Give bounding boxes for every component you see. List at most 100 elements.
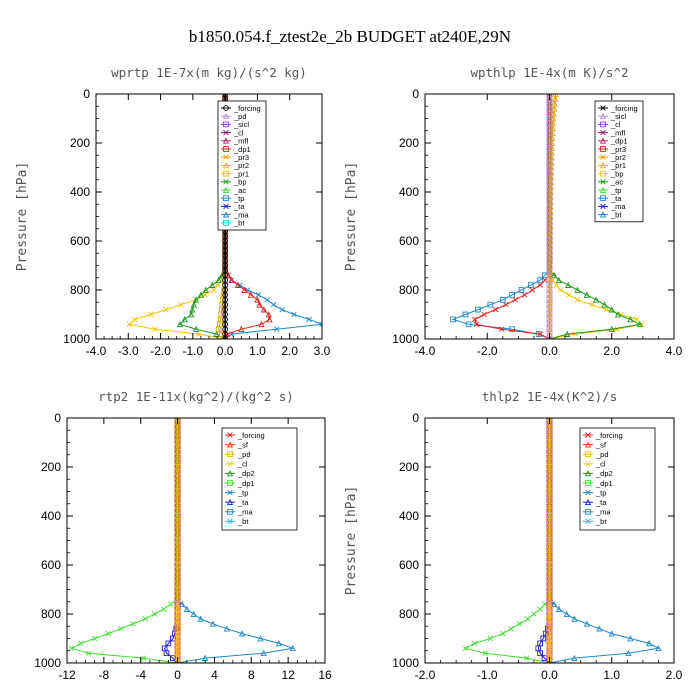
legend-entry: _ma: [237, 508, 253, 517]
legend: _forcing_sf_pd_cl_dp2_dp1_tp_ta_ma_bt: [221, 427, 298, 531]
data-point: [215, 282, 221, 288]
x-tick-label: -4.0: [415, 344, 436, 358]
y-axis-label: Pressure [hPa]: [344, 162, 359, 272]
data-point: [549, 277, 556, 283]
legend-entry: _sf: [595, 440, 607, 449]
data-point: [537, 331, 543, 337]
legend-marker: [226, 469, 234, 477]
panel-title: rtp2 1E-11x(kg^2)/(kg^2 s): [98, 389, 294, 404]
x-tick-label: -12: [58, 668, 76, 682]
legend: _forcing_sf_pd_cl_dp2_dp1_tp_ta_ma_bt: [579, 427, 656, 531]
legend-entry: _ta: [237, 498, 249, 507]
data-point: [85, 650, 92, 656]
legend-marker: [599, 211, 607, 218]
data-point: [572, 331, 578, 337]
data-point: [68, 645, 75, 652]
data-point: [645, 639, 653, 647]
y-tick-label: 200: [399, 136, 419, 150]
legend-entry: _forcing: [237, 431, 265, 440]
plot-frame: [95, 93, 323, 340]
data-point: [540, 635, 547, 642]
legend-entry: _pr1: [233, 169, 249, 178]
y-tick-label: 600: [70, 234, 90, 248]
y-tick-label: 0: [54, 411, 61, 425]
data-point: [551, 600, 558, 608]
legend-entry: _bt: [595, 517, 607, 526]
legend-entry: _pd: [595, 450, 609, 459]
legend-entry: _ma: [610, 202, 626, 211]
data-point: [508, 625, 514, 632]
data-point: [527, 282, 534, 288]
legend-box: [579, 427, 656, 531]
data-point: [537, 282, 543, 288]
data-point: [571, 654, 578, 661]
data-point: [163, 306, 169, 313]
data-point: [270, 301, 277, 308]
data-point: [241, 286, 248, 293]
data-point: [523, 655, 530, 661]
legend-entry: _tp: [595, 488, 606, 497]
legend-marker: [223, 203, 229, 210]
data-point: [583, 291, 590, 298]
data-point: [189, 306, 196, 313]
legend-entry: _dp2: [595, 469, 613, 478]
x-tick-label: -2.0: [150, 344, 171, 358]
x-tick-label: -2.0: [415, 668, 436, 682]
data-point: [546, 94, 553, 97]
y-tick-label: 600: [41, 558, 61, 572]
data-point: [275, 639, 283, 647]
legend-marker: [600, 105, 606, 111]
legend-marker: [222, 161, 230, 169]
data-point: [178, 301, 184, 308]
series-tp: [450, 94, 553, 339]
legend-entry: _cl: [233, 128, 244, 137]
legend: _forcing_pd_sicl_cl_mfl_dp1_pr3_pr2_pr1_…: [217, 100, 267, 231]
data-point: [223, 625, 230, 632]
series-forcing: [546, 94, 553, 339]
legend-marker: [584, 469, 592, 477]
data-point: [462, 311, 469, 318]
data-point: [142, 616, 149, 622]
data-point: [450, 316, 456, 323]
data-point: [306, 316, 312, 323]
data-point: [213, 330, 220, 337]
legend-marker: [223, 219, 229, 226]
data-point: [141, 655, 147, 661]
data-point: [219, 331, 225, 337]
legend-marker: [222, 211, 230, 218]
data-point: [279, 306, 285, 313]
x-tick-label: 8: [248, 668, 255, 682]
x-tick-label: 0.0: [541, 668, 558, 682]
data-point: [266, 315, 273, 323]
data-point: [167, 601, 174, 607]
data-point: [537, 606, 543, 612]
legend-marker: [600, 179, 606, 185]
x-tick-label: 12: [281, 668, 295, 682]
legend-marker: [600, 121, 606, 128]
legend-entry: _mfl: [610, 128, 626, 137]
data-point: [238, 325, 245, 333]
y-tick-label: 200: [41, 460, 61, 474]
data-point: [472, 316, 478, 323]
y-tick-label: 400: [70, 185, 90, 199]
y-tick-label: 800: [70, 283, 90, 297]
data-point: [627, 315, 634, 323]
legend-entry: _ta: [233, 202, 245, 211]
data-point: [472, 640, 478, 647]
series-line: [70, 418, 179, 663]
data-point: [215, 326, 222, 333]
data-point: [627, 635, 634, 642]
y-tick-label: 400: [41, 509, 61, 523]
data-point: [234, 281, 242, 288]
data-point: [589, 301, 595, 308]
series-dp1: [472, 94, 553, 339]
data-point: [553, 282, 560, 288]
x-tick-label: 0: [174, 668, 181, 682]
x-tick-label: 4.0: [666, 344, 683, 358]
data-point: [551, 105, 558, 112]
panel-title: wprtp 1E-7x(m kg)/(s^2 kg): [111, 65, 307, 80]
data-point: [492, 306, 499, 313]
series-pd: [546, 418, 553, 663]
series-line: [474, 94, 550, 339]
